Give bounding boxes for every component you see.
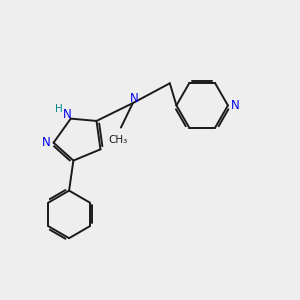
Text: H: H	[55, 104, 63, 114]
Text: N: N	[231, 99, 240, 112]
Text: N: N	[42, 136, 51, 149]
Text: CH₃: CH₃	[109, 135, 128, 145]
Text: N: N	[62, 108, 71, 121]
Text: N: N	[130, 92, 139, 105]
